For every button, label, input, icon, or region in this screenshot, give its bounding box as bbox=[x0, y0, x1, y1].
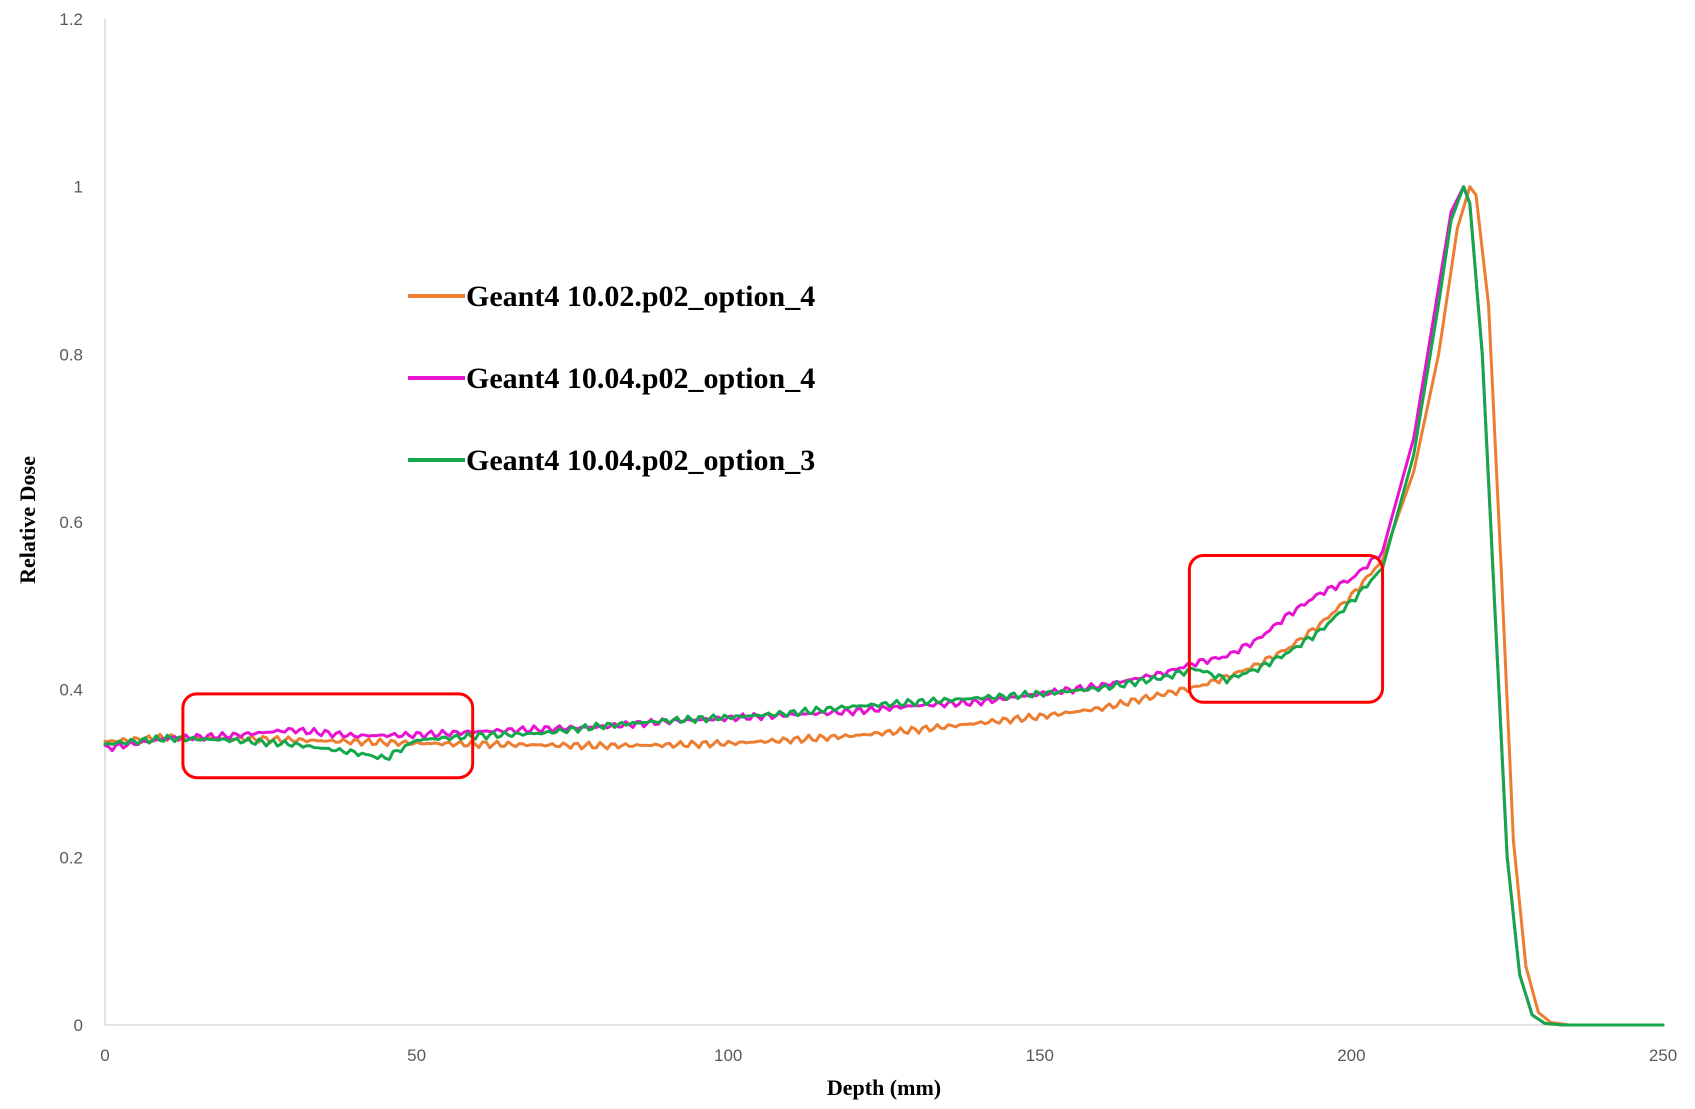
y-tick-label: 0.4 bbox=[59, 681, 83, 700]
x-tick-labels: 0 50 100 150 200 250 bbox=[100, 1046, 1677, 1065]
legend-label: Geant4 10.04.p02_option_4 bbox=[466, 362, 815, 395]
x-tick-label: 250 bbox=[1649, 1046, 1677, 1065]
series-line bbox=[103, 185, 1665, 1027]
y-tick-label: 0.6 bbox=[59, 513, 83, 532]
x-tick-label: 50 bbox=[407, 1046, 426, 1065]
y-tick-label: 1.2 bbox=[59, 10, 83, 29]
x-tick-label: 150 bbox=[1026, 1046, 1054, 1065]
highlight-box bbox=[1187, 554, 1385, 704]
series-line bbox=[103, 185, 1665, 1027]
x-tick-label: 200 bbox=[1337, 1046, 1365, 1065]
y-tick-label: 1 bbox=[74, 178, 83, 197]
legend-label: Geant4 10.02.p02_option_4 bbox=[466, 280, 815, 313]
series-line bbox=[103, 185, 1665, 1027]
y-tick-labels: 0 0.2 0.4 0.6 0.8 1 1.2 bbox=[59, 10, 83, 1035]
y-tick-label: 0.2 bbox=[59, 848, 83, 867]
highlight-box bbox=[181, 692, 475, 780]
x-axis-title: Depth (mm) bbox=[827, 1075, 941, 1100]
legend: Geant4 10.02.p02_option_4 Geant4 10.04.p0… bbox=[408, 280, 815, 477]
y-tick-label: 0 bbox=[74, 1016, 83, 1035]
legend-label: Geant4 10.04.p02_option_3 bbox=[466, 444, 815, 477]
series-lines bbox=[103, 185, 1665, 1027]
y-tick-label: 0.8 bbox=[59, 345, 83, 364]
highlight-boxes bbox=[181, 554, 1385, 780]
x-tick-label: 0 bbox=[100, 1046, 109, 1065]
x-tick-label: 100 bbox=[714, 1046, 742, 1065]
y-axis-title: Relative Dose bbox=[15, 456, 40, 584]
axes bbox=[104, 19, 1663, 1026]
